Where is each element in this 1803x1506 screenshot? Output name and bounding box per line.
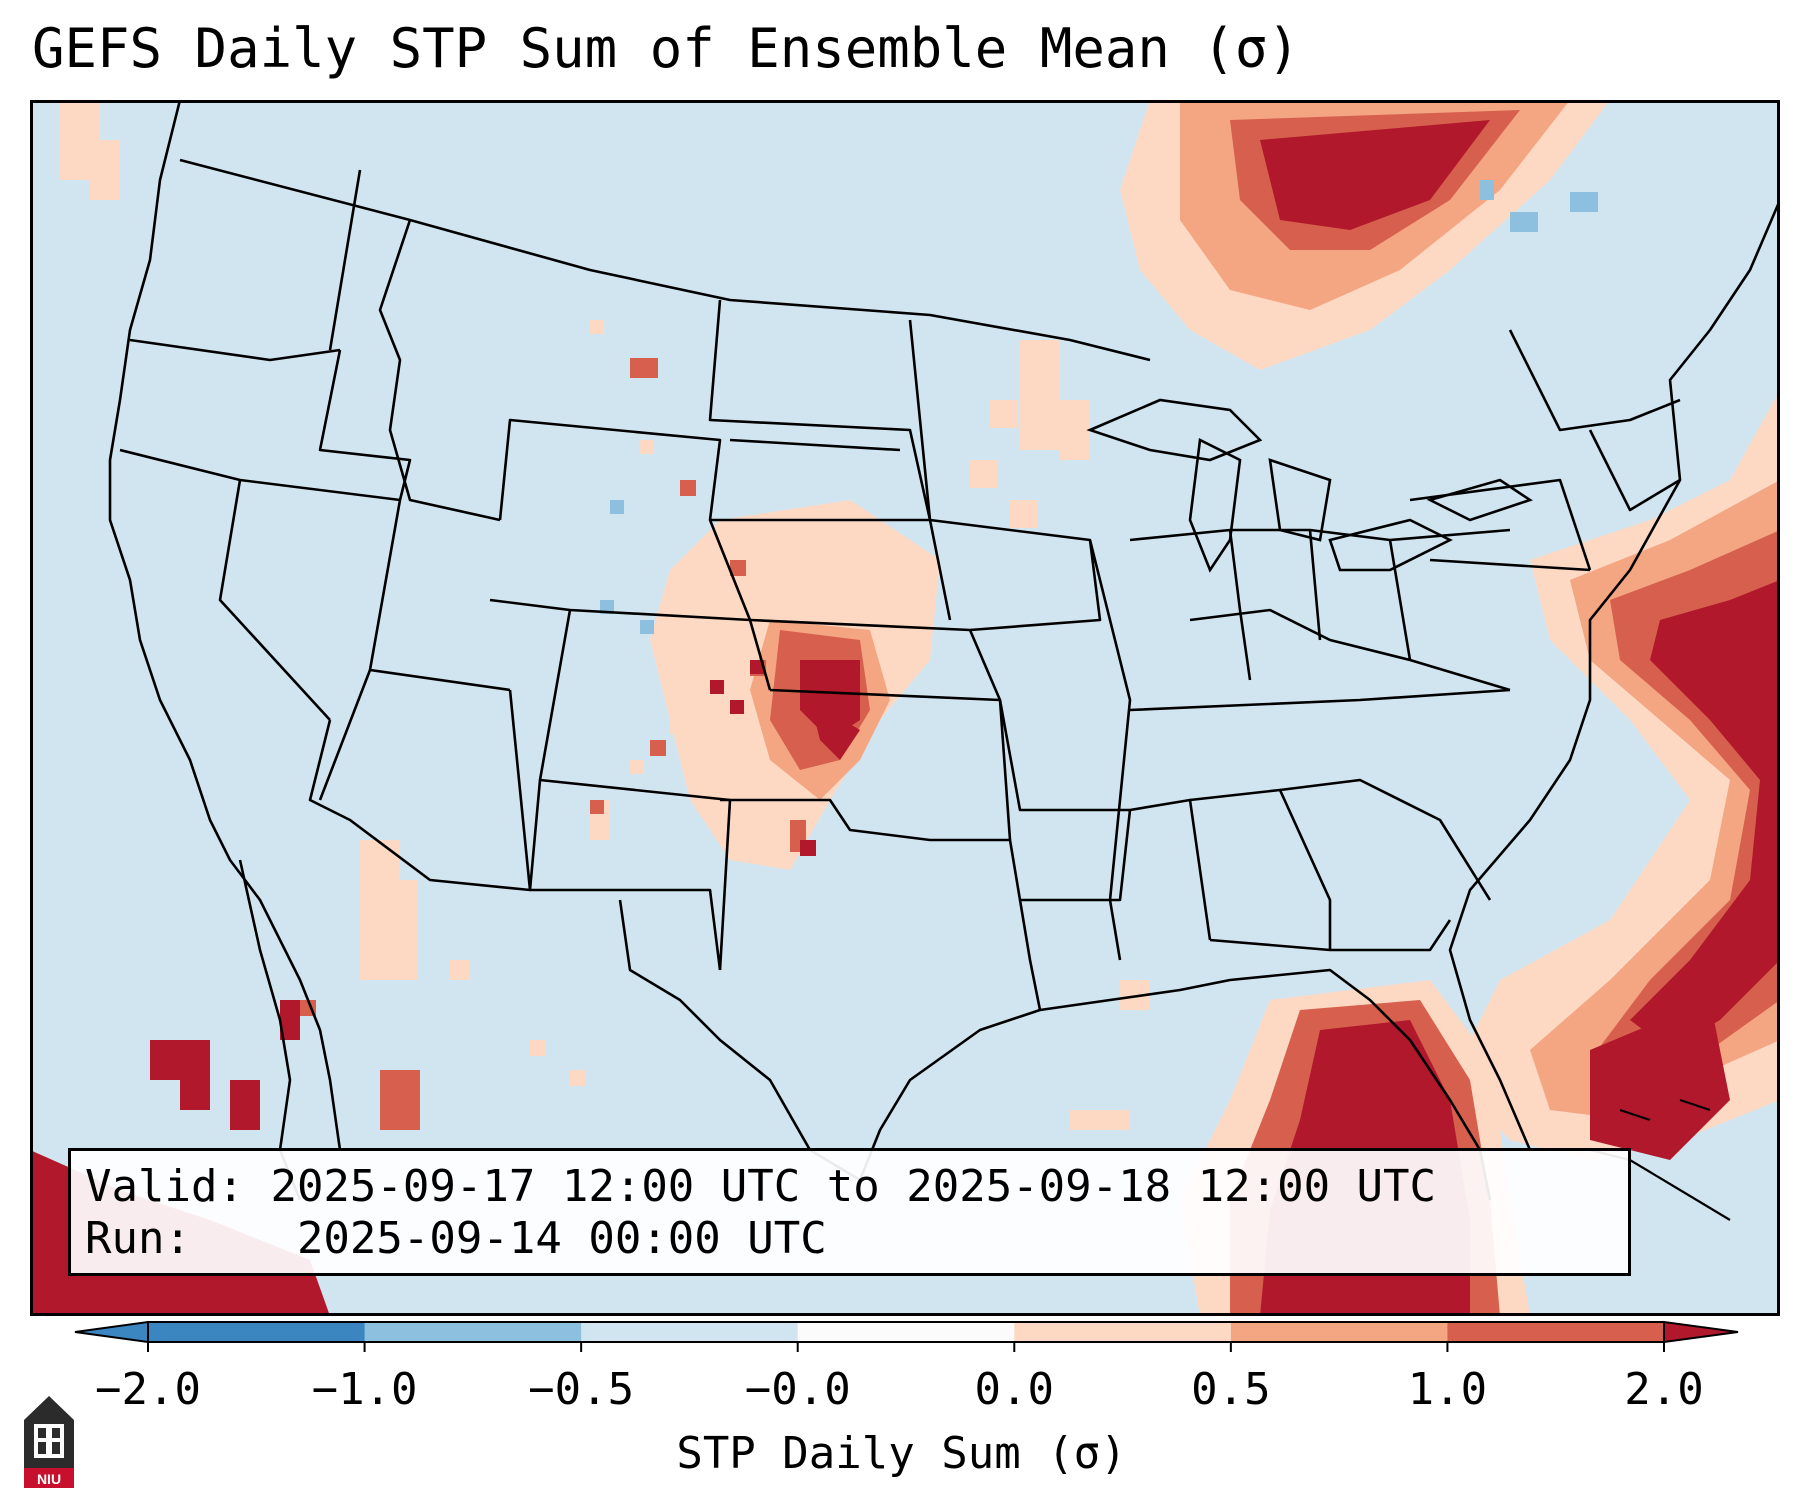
- run-label: Run:: [85, 1213, 191, 1264]
- colorbar-segment: [148, 1322, 366, 1342]
- colorbar-tick-label: −2.0: [95, 1364, 201, 1415]
- valid-line: Valid: 2025-09-17 12:00 UTC to 2025-09-1…: [85, 1165, 1436, 1209]
- colorbar-tick-label: −0.5: [528, 1364, 635, 1415]
- stp-map: [30, 100, 1780, 1316]
- colorbar-extend-low: [74, 1320, 149, 1344]
- colorbar: [74, 1320, 1739, 1352]
- colorbar-tick-label: 0.0: [974, 1364, 1055, 1415]
- run-value: 2025-09-14 00:00 UTC: [296, 1213, 827, 1264]
- map-title: GEFS Daily STP Sum of Ensemble Mean (σ): [32, 17, 1300, 80]
- colorbar-segment: [1230, 1322, 1448, 1342]
- colorbar-tick-label: −1.0: [311, 1364, 418, 1415]
- colorbar-tick-label: −0.0: [744, 1364, 851, 1415]
- colorbar-frame: [147, 1321, 1665, 1343]
- colorbar-segment: [797, 1322, 1015, 1342]
- colorbar-segment: [1447, 1322, 1665, 1342]
- valid-label: Valid:: [85, 1161, 244, 1212]
- great-lakes: [1086, 398, 1533, 573]
- colorbar-segment: [364, 1322, 582, 1342]
- colorbar-segment: [581, 1322, 799, 1342]
- valid-value: 2025-09-17 12:00 UTC to 2025-09-18 12:00…: [270, 1161, 1437, 1212]
- niu-university-logo-icon: NIU: [24, 1396, 74, 1488]
- map-frame: [30, 100, 1780, 1316]
- info-box: Valid: 2025-09-17 12:00 UTC to 2025-09-1…: [68, 1148, 1631, 1276]
- logo-text: NIU: [37, 1471, 61, 1487]
- colorbar-tick-label: 0.5: [1191, 1364, 1271, 1415]
- colorbar-segment: [1014, 1322, 1232, 1342]
- colorbar-label: STP Daily Sum (σ): [676, 1428, 1127, 1479]
- colorbar-tick-label: 1.0: [1407, 1364, 1488, 1415]
- run-line: Run: 2025-09-14 00:00 UTC: [85, 1217, 827, 1261]
- colorbar-tick-label: 2.0: [1624, 1364, 1704, 1415]
- colorbar-extend-high: [1663, 1320, 1739, 1344]
